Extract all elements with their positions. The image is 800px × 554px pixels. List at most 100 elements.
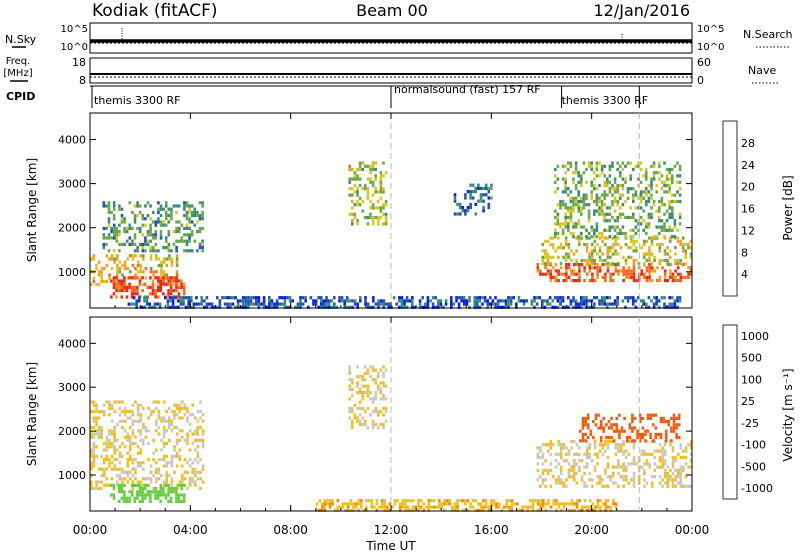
power-cell [170, 207, 173, 211]
velocity-cell [144, 435, 148, 439]
power-cell [658, 242, 662, 247]
velocity-cell [661, 446, 664, 450]
velocity-cell [168, 422, 171, 426]
power-cell [105, 226, 108, 230]
velocity-cell [126, 470, 129, 474]
power-cell [403, 299, 406, 303]
velocity-cell [182, 496, 186, 500]
power-cell [180, 223, 184, 227]
velocity-cell [180, 499, 183, 503]
power-cell [640, 246, 643, 250]
velocity-colorbar-tick: -100 [741, 439, 766, 452]
power-cell [327, 299, 331, 303]
velocity-cell [666, 478, 670, 482]
velocity-cell [95, 419, 98, 423]
power-cell [629, 296, 632, 300]
power-cell [309, 296, 313, 300]
power-cell [296, 302, 300, 306]
power-cell [606, 212, 609, 216]
velocity-cell [567, 468, 571, 472]
velocity-cell [146, 490, 150, 494]
velocity-cell [90, 435, 93, 439]
power-cell [97, 260, 101, 264]
velocity-echo-region [90, 400, 205, 490]
velocity-cell [95, 445, 98, 449]
power-cell [590, 299, 593, 303]
velocity-cell [594, 413, 598, 417]
velocity-cell [162, 480, 166, 484]
power-cell [120, 242, 124, 246]
power-cell [658, 177, 661, 181]
power-cell [590, 225, 593, 229]
velocity-cell [105, 483, 109, 487]
power-cell [622, 255, 625, 259]
velocity-cell [334, 508, 337, 512]
velocity-cell [611, 471, 615, 476]
power-cell [387, 302, 391, 306]
power-cell [609, 255, 612, 259]
power-cell [177, 220, 181, 224]
velocity-cell [490, 502, 493, 506]
velocity-cell [100, 480, 103, 484]
power-cell [611, 199, 614, 204]
power-cell [369, 177, 372, 181]
power-cell [382, 305, 385, 309]
velocity-cell [356, 406, 359, 411]
power-cell [600, 167, 604, 172]
velocity-cell [615, 426, 619, 430]
velocity-cell [588, 452, 592, 456]
power-cell [112, 214, 116, 218]
power-cell [613, 235, 617, 239]
power-cell [627, 272, 631, 276]
velocity-cell [396, 499, 399, 503]
velocity-cell [687, 484, 690, 488]
power-cell [400, 296, 404, 300]
velocity-cell [170, 483, 174, 487]
velocity-cell [544, 468, 547, 472]
power-cell [369, 305, 372, 309]
velocity-cell [643, 462, 646, 466]
velocity-cell [383, 502, 386, 506]
velocity-cell [120, 483, 124, 487]
power-cell [611, 193, 614, 197]
power-cell [102, 201, 106, 205]
power-cell [170, 260, 174, 264]
velocity-cell [375, 499, 379, 503]
power-cell [154, 233, 158, 237]
velocity-cell [126, 464, 129, 468]
power-cell [645, 225, 648, 229]
power-cell [591, 279, 594, 283]
power-cell [463, 299, 466, 303]
power-cell [164, 214, 168, 218]
power-cell [613, 187, 617, 191]
power-cell [658, 262, 662, 266]
power-cell [544, 272, 547, 276]
power-cell [157, 220, 160, 224]
power-cell [653, 258, 656, 263]
velocity-cell [92, 486, 96, 490]
power-cell [325, 296, 328, 300]
power-cell [159, 289, 163, 293]
velocity-cell [624, 455, 628, 460]
power-cell [439, 299, 443, 303]
velocity-cell [438, 502, 441, 506]
power-cell [679, 279, 683, 283]
velocity-cell [631, 429, 634, 433]
power-cell [603, 190, 606, 194]
velocity-cell [572, 471, 576, 476]
power-cell [120, 214, 124, 218]
power-cell [479, 196, 483, 200]
power-cell [587, 219, 591, 223]
power-cell [486, 299, 489, 303]
power-cell [541, 262, 545, 266]
velocity-cell [539, 508, 542, 512]
power-cell [669, 269, 672, 273]
velocity-cell [374, 378, 377, 382]
velocity-cell [677, 416, 681, 420]
velocity-cell [162, 426, 166, 430]
velocity-cell [674, 478, 677, 482]
velocity-cell [482, 508, 485, 512]
power-cell [604, 275, 607, 279]
velocity-cell [679, 478, 683, 482]
nave-tick-low: 0 [697, 74, 704, 87]
